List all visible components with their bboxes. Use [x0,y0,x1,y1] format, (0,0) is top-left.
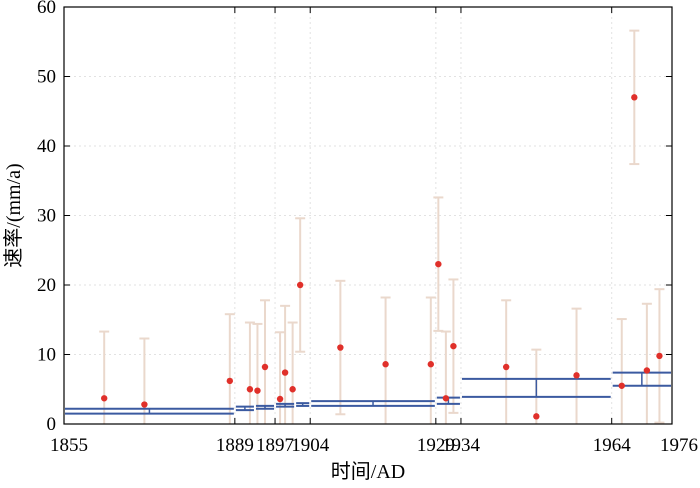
data-point [337,344,344,351]
y-tick-label: 0 [47,414,57,435]
x-tick-label: 1964 [593,435,632,456]
y-tick-label: 20 [37,275,56,296]
y-tick-label: 30 [37,206,56,227]
data-point [281,369,289,376]
y-tick-label: 10 [37,345,56,366]
y-tick-label: 50 [37,67,56,88]
x-tick-label: 1855 [50,435,88,456]
y-tick-label: 60 [37,0,56,18]
x-tick-label: 1929 [417,435,455,456]
y-tick-label: 40 [37,136,56,157]
grid [64,7,672,424]
data-point [226,377,234,385]
data-point [631,94,638,101]
x-axis-label: 时间/AD [331,460,405,483]
x-tick-label: 1897 [256,435,294,456]
data-point [427,361,435,368]
data-point [618,382,625,389]
data-point [435,260,442,268]
data-point [533,413,540,420]
data-point [289,386,296,393]
data-point [261,363,269,371]
data-point [502,363,510,371]
data-point [100,395,108,402]
x-tick-label: 1904 [291,435,330,456]
data-point [656,352,663,360]
data-point [276,395,284,403]
data-point [442,395,450,402]
data-points [100,94,663,420]
data-point [573,372,580,379]
data-point [141,401,148,408]
y-axis-label: 速率/(mm/a) [2,163,25,267]
data-point [246,386,254,393]
x-tick-label: 1934 [442,435,481,456]
data-point [450,342,457,350]
data-point [254,387,261,394]
x-tick-label: 1976 [660,435,698,456]
data-point [296,281,304,289]
data-point [382,361,389,368]
error-bars [99,29,665,424]
x-tick-label: 1889 [216,435,254,456]
data-point [643,367,651,374]
interval-rate-bands [65,371,671,415]
